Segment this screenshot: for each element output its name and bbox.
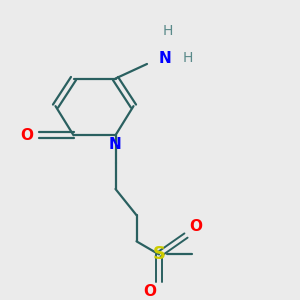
- Text: H: H: [183, 51, 194, 65]
- Text: N: N: [159, 51, 172, 66]
- Text: O: O: [21, 128, 34, 143]
- Text: O: O: [143, 284, 156, 298]
- Text: N: N: [109, 137, 122, 152]
- Text: O: O: [189, 219, 202, 234]
- Text: S: S: [152, 245, 166, 263]
- Text: H: H: [163, 24, 173, 38]
